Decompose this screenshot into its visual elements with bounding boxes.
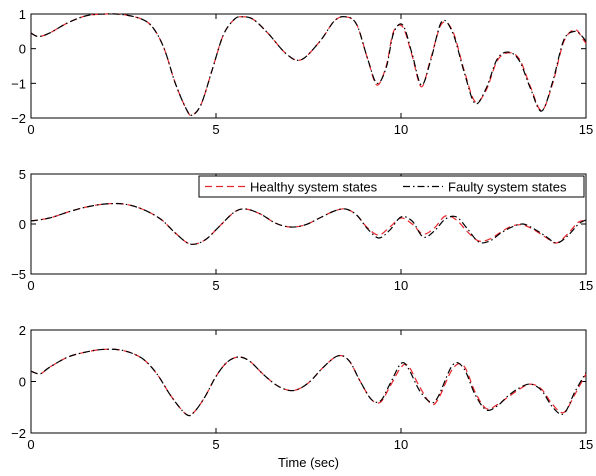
x-tick-label: 15: [579, 122, 593, 137]
y-tick-label: 0: [19, 42, 26, 57]
y-tick-label: −2: [11, 111, 26, 126]
x-tick-label: 5: [212, 437, 219, 452]
axes-frame: [30, 13, 587, 119]
y-tick-label: −5: [11, 267, 26, 282]
x-tick-label: 10: [394, 122, 408, 137]
faulty-series-line: [30, 13, 587, 117]
y-tick-label: −1: [11, 76, 26, 91]
x-tick-label: 0: [27, 278, 34, 293]
legend-label-faulty: Faulty system states: [448, 180, 567, 195]
x-axis-label: Time (sec): [278, 455, 339, 470]
faulty-series-line: [30, 348, 587, 417]
x-tick-label: 10: [394, 278, 408, 293]
axes-frame: [30, 329, 587, 434]
y-tick-label: 0: [19, 217, 26, 232]
y-tick-label: 1: [19, 7, 26, 22]
legend-box: [198, 175, 585, 198]
y-tick-label: −2: [11, 426, 26, 441]
legend: Healthy system states Faulty system state…: [198, 175, 585, 198]
x-tick-label: 5: [212, 278, 219, 293]
x-tick-label: 10: [394, 437, 408, 452]
y-tick-label: 2: [19, 323, 26, 338]
x-tick-label: 15: [579, 278, 593, 293]
x-tick-label: 5: [212, 122, 219, 137]
faulty-series-line: [30, 202, 587, 245]
x-tick-label: 0: [27, 437, 34, 452]
y-tick-label: 5: [19, 167, 26, 182]
y-tick-label: 0: [19, 375, 26, 390]
legend-label-healthy: Healthy system states: [250, 180, 378, 195]
x-tick-label: 15: [579, 437, 593, 452]
x-tick-label: 0: [27, 122, 34, 137]
